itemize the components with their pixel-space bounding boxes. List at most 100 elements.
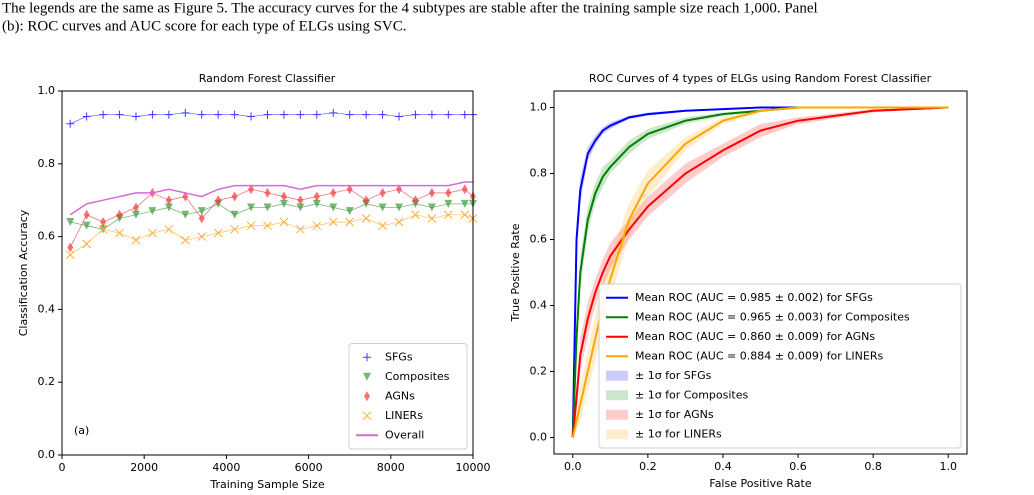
legend-swatch <box>362 411 372 421</box>
legend-label: Overall <box>385 428 424 441</box>
marker <box>181 108 190 117</box>
marker <box>82 239 92 249</box>
marker <box>132 202 139 213</box>
series-line <box>70 203 473 230</box>
marker <box>66 218 75 227</box>
legend-label: Mean ROC (AUC = 0.985 ± 0.002) for SFGs <box>635 291 873 304</box>
marker <box>312 221 322 231</box>
marker <box>363 195 370 206</box>
y-tick-label: 0.0 <box>38 448 56 461</box>
marker <box>444 110 453 119</box>
axes-frame <box>61 90 474 456</box>
marker <box>330 187 337 198</box>
series-line <box>571 106 949 438</box>
marker <box>361 214 371 223</box>
marker <box>329 108 338 117</box>
chart-title: Random Forest Classifier <box>199 72 336 85</box>
marker <box>148 228 157 238</box>
legend-box <box>348 343 468 450</box>
marker <box>444 199 453 208</box>
marker <box>83 209 90 220</box>
y-tick-label: 1.0 <box>530 101 548 114</box>
legend-box <box>598 283 962 449</box>
legend-label: LINERs <box>385 409 423 422</box>
marker <box>82 221 91 230</box>
y-tick-label: 0.8 <box>530 167 548 180</box>
marker <box>82 112 91 121</box>
x-tick-label: 0.8 <box>864 460 882 473</box>
marker <box>148 207 157 216</box>
y-tick-label: 0.8 <box>38 157 56 170</box>
marker <box>427 110 436 119</box>
annotation: (a) <box>74 424 89 437</box>
marker <box>378 221 387 231</box>
marker <box>165 195 172 206</box>
legend-swatch <box>363 372 371 381</box>
legend-swatch <box>606 390 628 401</box>
marker <box>164 203 173 212</box>
marker <box>197 110 206 119</box>
marker <box>279 110 288 119</box>
marker <box>460 210 470 220</box>
x-tick-label: 8000 <box>377 461 405 474</box>
marker <box>215 195 222 206</box>
marker <box>396 184 403 195</box>
y-tick-label: 1.0 <box>38 84 56 97</box>
series-line <box>571 106 949 438</box>
legend-swatch <box>606 429 628 440</box>
legend-swatch <box>363 353 371 362</box>
marker <box>164 224 174 234</box>
x-tick-label: 0.6 <box>789 460 807 473</box>
marker <box>115 110 124 119</box>
y-tick-label: 0.4 <box>38 302 56 315</box>
marker <box>345 207 354 216</box>
marker <box>131 112 140 121</box>
legend: Mean ROC (AUC = 0.985 ± 0.002) for SFGs M… <box>598 283 962 449</box>
marker <box>66 119 75 128</box>
marker <box>230 210 239 219</box>
y-tick-label: 0.4 <box>530 299 548 312</box>
marker <box>279 217 289 227</box>
marker <box>313 191 320 202</box>
y-axis-label: Classification Accuracy <box>17 209 30 336</box>
y-tick-label: 0.2 <box>530 365 548 378</box>
y-tick-label: 0.6 <box>38 230 56 243</box>
marker <box>65 250 75 260</box>
marker <box>198 213 205 224</box>
marker <box>461 184 468 195</box>
marker <box>427 203 436 212</box>
x-tick-label: 0.2 <box>639 460 657 473</box>
legend-label: ± 1σ for LINERs <box>635 427 722 440</box>
marker <box>379 187 386 198</box>
marker <box>213 228 223 238</box>
legend-label: Composites <box>385 370 450 383</box>
marker <box>428 187 435 198</box>
marker <box>247 203 256 212</box>
marker <box>116 209 123 220</box>
series-line <box>571 106 949 438</box>
series-line <box>69 181 473 216</box>
marker <box>378 110 387 119</box>
x-tick-label: 10000 <box>456 461 491 474</box>
marker <box>131 210 140 219</box>
marker <box>182 191 189 202</box>
legend-label: Mean ROC (AUC = 0.860 ± 0.009) for AGNs <box>635 330 875 343</box>
legend-label: Mean ROC (AUC = 0.884 ± 0.009) for LINER… <box>635 349 883 362</box>
legend-label: ± 1σ for AGNs <box>635 408 714 421</box>
marker <box>296 203 305 212</box>
marker <box>345 110 354 119</box>
marker <box>197 232 207 241</box>
marker <box>67 242 74 253</box>
legend-label: SFGs <box>385 350 413 363</box>
caption-line: The legends are the same as Figure 5. Th… <box>2 0 818 16</box>
marker <box>411 110 420 119</box>
marker <box>263 203 272 212</box>
marker <box>296 224 305 234</box>
marker <box>460 199 469 208</box>
x-tick-label: 0.4 <box>714 460 732 473</box>
marker <box>328 217 338 227</box>
marker <box>230 224 239 234</box>
legend-swatch <box>364 391 370 402</box>
x-axis-label: False Positive Rate <box>709 477 811 490</box>
x-tick-label: 6000 <box>295 461 323 474</box>
